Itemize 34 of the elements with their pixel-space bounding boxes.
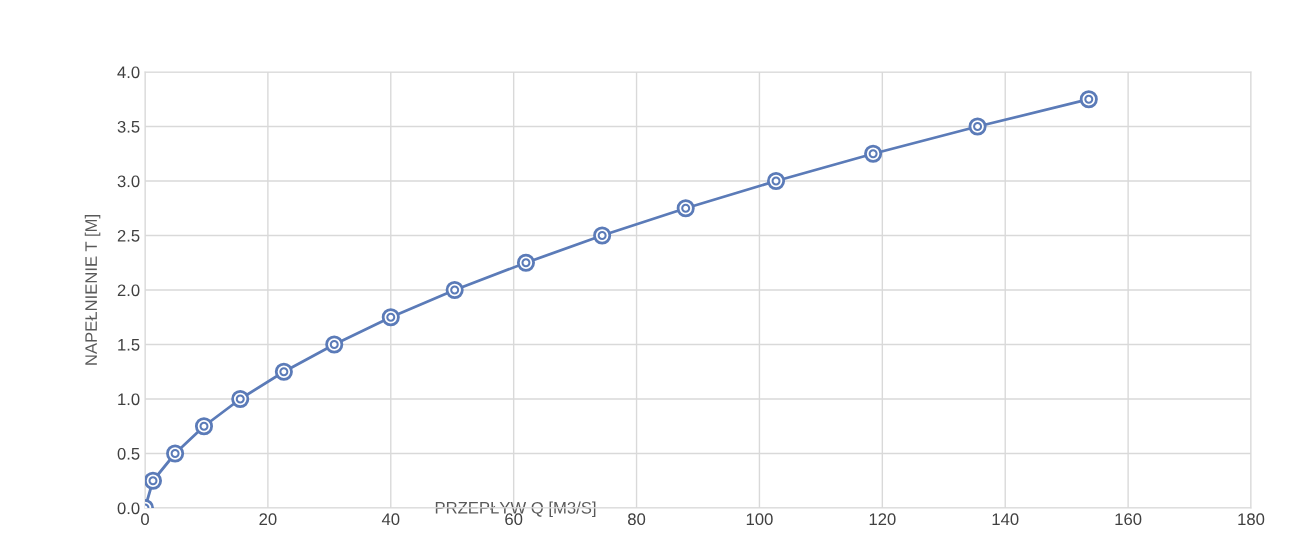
point [864,144,883,163]
y-tick-label: 3.0 [117,175,140,188]
point [194,417,214,436]
x-tick-label: 140 [992,513,1019,526]
point [676,199,695,218]
y-axis-title: NAPEŁNIENIE T [M] [84,215,101,365]
point [166,444,185,463]
point [767,171,786,191]
x-tick-label: 80 [628,513,646,526]
point [516,253,535,272]
point [445,280,464,300]
y-tick-label: 1.5 [118,339,140,351]
y-tick-label: 2.0 [117,284,140,297]
point [381,308,400,327]
y-tick-label: 2.5 [117,229,140,242]
x-tick-label: 160 [1115,513,1142,526]
y-tick-label: 3.5 [117,120,140,133]
point [1079,90,1098,109]
point [145,471,163,490]
x-tick-label: 40 [381,513,400,526]
point [274,362,293,381]
y-tick-label: 4.0 [117,66,140,79]
x-tick-label: 120 [869,513,896,526]
x-tick-label: 0 [141,513,149,526]
y-tick-label: 0.5 [117,447,140,460]
y-tick-label: 0.0 [117,502,140,515]
point [231,389,250,409]
x-tick-label: 20 [259,513,277,526]
point [593,226,612,245]
x-tick-label: 100 [746,513,773,526]
point [325,335,344,354]
x-tick-label: 180 [1238,513,1265,526]
point [968,117,987,136]
y-tick-label: 1.0 [118,393,140,406]
